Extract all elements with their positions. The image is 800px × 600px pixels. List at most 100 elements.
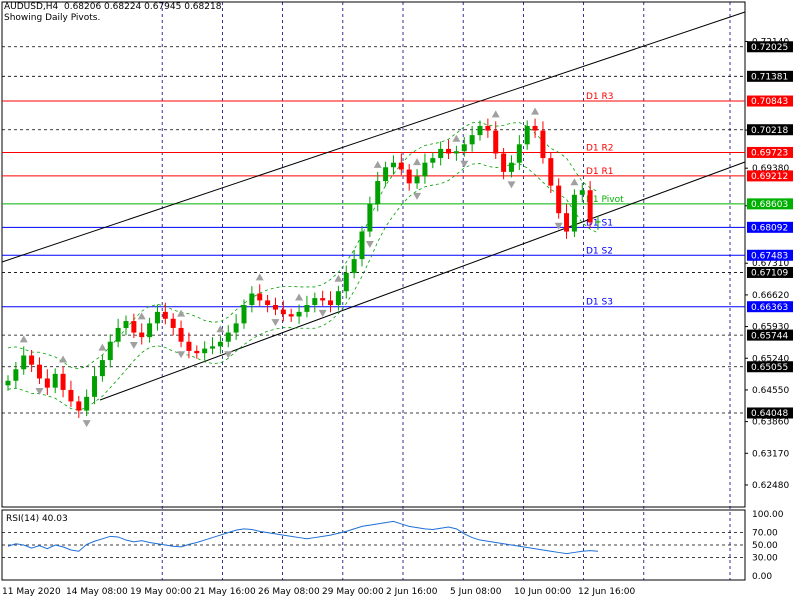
y-tick-label: 0.66620 [752,291,789,301]
candle-body [398,162,404,170]
main-plot-frame [1,1,746,508]
candle-body [154,311,160,324]
candle-body [469,135,475,145]
price-level-tag-bg [747,329,793,341]
price-level-tag: 0.67109 [747,266,793,279]
fractal-down-icon [507,181,516,189]
price-level-tag: 0.64048 [747,407,793,419]
fractal-down-icon [460,160,469,168]
x-tick-label: 2 Jun 16:00 [386,587,438,597]
price-level-tag: 0.65744 [747,329,793,341]
candle-body [162,311,168,319]
candle-body [383,167,389,182]
candle-body [186,341,192,351]
price-level-tag-bg [747,301,793,313]
pivot-label: D1 R1 [586,167,614,177]
fractal-down-icon [224,351,233,359]
price-level-tag: 0.70218 [747,124,793,136]
bollinger-upper-band [7,121,599,370]
candle-body [210,346,216,349]
candle-body [280,309,286,315]
candle-body [92,376,98,397]
price-level-tag-text: 0.65744 [751,331,788,341]
candle-body [131,321,137,333]
candle-body [178,327,184,342]
fractal-down-icon [413,192,422,200]
candle-body [257,293,263,301]
fractal-up-icon [531,107,540,115]
candle-body [52,373,58,388]
candle-body [123,321,129,328]
candle-body [68,389,74,402]
candle-body [493,130,499,154]
fractal-up-icon [413,158,422,166]
candle-body [328,300,334,305]
price-level-tag-bg [747,146,793,158]
fractal-up-icon [59,355,68,363]
fractal-down-icon [318,309,327,317]
price-level-tag-bg [747,70,793,82]
rsi-y-tick-label: 100.00 [752,510,784,520]
candle-body [516,144,522,163]
x-tick-label: 21 May 16:00 [194,587,256,597]
candle-body [139,332,145,338]
y-tick-label: 0.63860 [752,418,789,428]
pivot-label: D1 S2 [586,246,613,256]
fractal-up-icon [373,160,382,168]
candle-body [225,332,231,342]
price-level-tag-text: 0.69723 [751,149,788,159]
fractal-up-icon [137,312,146,320]
price-level-tag: 0.71381 [747,70,793,83]
candle-body [359,231,365,260]
x-tick-label: 19 May 00:00 [130,587,192,597]
candle-body [44,378,50,388]
rsi-y-tick-label: 0.00 [752,572,772,582]
fractal-up-icon [570,178,579,186]
price-level-tag: 0.65055 [747,361,793,373]
fractal-down-icon [365,241,374,249]
candle-body [241,305,247,324]
candle-body [501,153,507,172]
price-level-tag: 0.69212 [747,170,793,182]
candle-body [524,125,530,145]
candle-body [375,181,381,204]
candle-body [532,125,538,131]
candle-body [406,169,412,184]
pivot-label: D1 Pivot [586,195,624,205]
fractal-up-icon [334,274,343,282]
fractal-down-icon [271,319,280,327]
y-tick-label: 0.63170 [752,449,789,459]
candle-body [233,323,239,333]
price-level-tag-text: 0.64048 [751,409,788,419]
candle-body [296,311,302,317]
rsi-title: RSI(14) 40.03 [6,514,68,524]
price-level-tag: 0.72025 [747,41,793,53]
rsi-y-tick-label: 70.00 [752,529,778,539]
candle-body [217,341,223,347]
candle-body [390,162,396,168]
x-tick-label: 29 May 00:00 [322,587,384,597]
candle-body [438,148,444,159]
y-tick-label: 0.64550 [752,386,789,396]
price-level-tag: 0.70843 [747,95,793,107]
price-level-tag-text: 0.68603 [751,200,788,210]
price-level-tag-bg [747,170,793,182]
chart-subtitle: Showing Daily Pivots. [4,13,101,23]
price-level-tag-text: 0.66363 [751,303,788,313]
fractal-up-icon [255,273,264,281]
trend-channel-upper [1,11,746,263]
price-level-tag-bg [747,221,793,233]
fractal-up-icon [216,325,225,333]
price-level-tag-text: 0.65055 [751,363,788,373]
price-level-tag: 0.68092 [747,221,793,234]
chart-symbol-line: AUDUSD,H4 0.68206 0.68224 0.67945 0.6821… [4,2,222,12]
candle-body [485,125,491,131]
price-level-tag: 0.66363 [747,301,793,313]
candle-body [579,190,585,195]
candle-body [351,259,357,273]
candle-body [343,272,349,292]
price-level-tag-text: 0.67109 [751,269,788,279]
price-level-tag-bg [747,95,793,107]
candle-body [115,327,121,342]
